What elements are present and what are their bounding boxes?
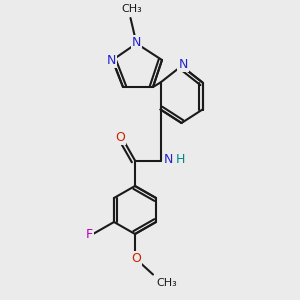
Text: N: N	[106, 53, 116, 67]
Text: O: O	[132, 251, 141, 265]
Text: O: O	[115, 130, 125, 144]
Text: N: N	[178, 58, 188, 71]
Text: CH₃: CH₃	[157, 278, 177, 288]
Text: H: H	[176, 153, 185, 167]
Text: F: F	[86, 227, 93, 241]
Text: N: N	[132, 36, 141, 49]
Text: CH₃: CH₃	[122, 4, 142, 14]
Text: N: N	[164, 153, 173, 167]
